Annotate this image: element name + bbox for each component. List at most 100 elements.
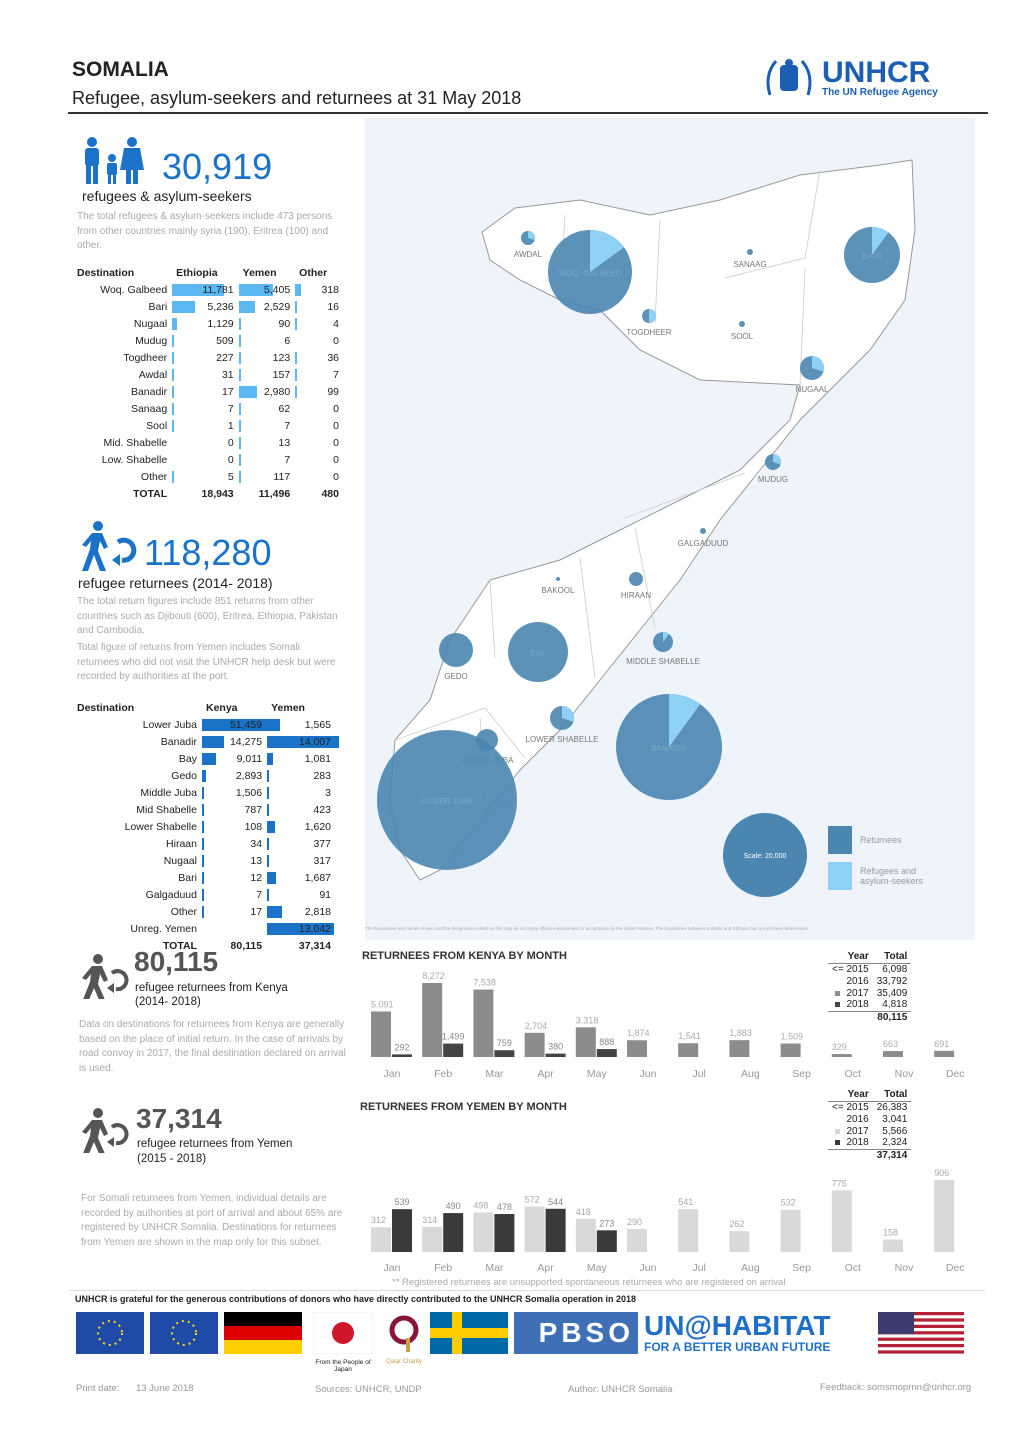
table-row: Bari 5,236 2,529 16: [74, 298, 342, 315]
value-cell: 2,893: [200, 767, 265, 784]
footer-divider: [70, 1290, 985, 1291]
bar-2017-Apr: [524, 1032, 545, 1057]
year-total: 37,314: [876, 1149, 908, 1161]
year-header: Year: [847, 1089, 869, 1101]
value-bar: [295, 386, 298, 398]
value: 7: [256, 888, 263, 901]
value-cell: 16: [293, 298, 342, 315]
yemen-returnees-total: 37,314: [136, 1103, 222, 1134]
value: 377: [313, 837, 331, 850]
map-region-label: WOQ. GALBEED: [559, 269, 621, 278]
month-label: Mar: [485, 1262, 504, 1274]
table-row: Banadir 17 2,980 99: [74, 383, 342, 400]
value-cell: 7: [170, 400, 236, 417]
bar-2017-Dec: [934, 1180, 955, 1252]
value-cell: 0: [293, 451, 342, 468]
refugee-destination-table: Destination Ethiopia Yemen Other Woq. Galbee…: [74, 264, 342, 502]
kenya-monthly-chart: 5,091 292 Jan 8,272 1,499 Feb 7,538 759 Mar 2,704…: [371, 971, 965, 1080]
data-label: 329: [832, 1042, 847, 1052]
table-row: Middle Juba 1,506 3: [74, 784, 334, 801]
bar-2018-Jan: [392, 1209, 412, 1252]
bar-2017-Jan: [371, 1227, 391, 1252]
refugee-share-slice: [669, 694, 701, 747]
column-header: Kenya: [205, 701, 238, 714]
data-label: 490: [446, 1201, 461, 1211]
refugee-total: 30,919: [162, 146, 273, 187]
bar-2018-Mar: [494, 1214, 515, 1252]
value-cell: 11,781: [170, 281, 236, 298]
value-cell: 14,007: [265, 733, 340, 750]
value-cell: 90: [237, 315, 294, 332]
map-circle-galgaduud: [700, 528, 706, 534]
bar-2017-Apr: [524, 1206, 545, 1252]
value: 17: [221, 385, 234, 398]
sources-label: Sources:: [315, 1384, 353, 1395]
value: 2,818: [304, 905, 331, 918]
value-bar: [267, 821, 276, 833]
value-bar: [238, 335, 241, 347]
destination: Togdheer: [123, 351, 168, 364]
kenya-year-table: Year Total <= 2015 6,098 2016 33,792 2017 35,40…: [828, 951, 912, 1023]
bar-2018-May: [596, 1230, 617, 1252]
month-label: Apr: [537, 1262, 554, 1274]
value-bar: [172, 420, 175, 432]
value-bar: [267, 855, 270, 867]
data-label: 2,704: [525, 1021, 548, 1031]
month-label: Oct: [845, 1262, 861, 1274]
bar-2017-Sep: [780, 1043, 801, 1057]
unhcr-emblem-icon: [766, 59, 812, 96]
destination: Mid. Shabelle: [103, 436, 168, 449]
somalia-map: AWDAL WOQ. GALBEED TOGDHEER SANAAG SOOL BARI N…: [365, 118, 975, 940]
data-label: 312: [371, 1215, 386, 1225]
value-bar: [201, 855, 204, 867]
month-label: Dec: [946, 1068, 965, 1080]
value-cell: 5,236: [170, 298, 236, 315]
data-label: 290: [627, 1217, 642, 1227]
bar-2018-Jan: [392, 1054, 412, 1057]
data-label: 273: [599, 1218, 614, 1228]
value-cell: 318: [293, 281, 342, 298]
value: 6: [284, 334, 291, 347]
value-cell: 13,042: [265, 920, 335, 937]
month-label: Dec: [946, 1262, 965, 1274]
value-cell: 7: [237, 417, 294, 434]
refugee-share-slice: [590, 230, 624, 272]
table-row: Sool 1 7 0: [74, 417, 342, 434]
value: 17: [250, 905, 263, 918]
total-cell: 18,943: [201, 487, 234, 500]
value-bar: [238, 369, 241, 381]
bar-2017-Jul: [678, 1209, 699, 1252]
table-row: Unreg. Yemen 13,042: [74, 920, 335, 937]
donor-logos: From the People of Japan Qatar Charity P…: [76, 1311, 964, 1373]
value: 3: [325, 786, 331, 799]
value-cell: 0: [293, 417, 342, 434]
feedback-email[interactable]: somsmoprnn@unhcr.org: [867, 1382, 972, 1393]
month-label: Feb: [434, 1262, 452, 1274]
value: 91: [319, 888, 331, 901]
data-label: 262: [729, 1219, 744, 1229]
value-bar: [267, 770, 270, 782]
value: 2,980: [263, 385, 291, 398]
month-label: May: [587, 1262, 608, 1274]
value-cell: 0: [293, 400, 342, 417]
bar-2017-Aug: [729, 1231, 750, 1252]
yemen-year-table: Year Total <= 2015 26,383 2016 3,041 2017 5,566…: [828, 1089, 912, 1161]
data-label: 541: [678, 1197, 693, 1207]
map-scale-label: Scale: 20,000: [744, 853, 787, 860]
data-label: 1,883: [729, 1028, 752, 1038]
value-cell: 14,275: [200, 733, 265, 750]
year-total: 80,115: [877, 1011, 908, 1023]
map-region-label: NUGAAL: [796, 385, 829, 394]
value-cell: 99: [293, 383, 342, 400]
total-header: Total: [884, 1089, 908, 1101]
value: 123: [272, 351, 291, 364]
total-cell: 11,496: [258, 487, 291, 500]
value: 51,459: [229, 718, 263, 731]
data-label: 3,318: [576, 1015, 599, 1025]
bar-2018-Apr: [545, 1208, 566, 1252]
destination: Lower Juba: [142, 718, 197, 731]
returns-total-label: refugee returnees (2014- 2018): [78, 575, 273, 591]
yemen-returnees-period: (2015 - 2018): [137, 1153, 207, 1165]
bar-2018-Mar: [494, 1050, 515, 1057]
eu-flag-icon: [150, 1312, 218, 1354]
